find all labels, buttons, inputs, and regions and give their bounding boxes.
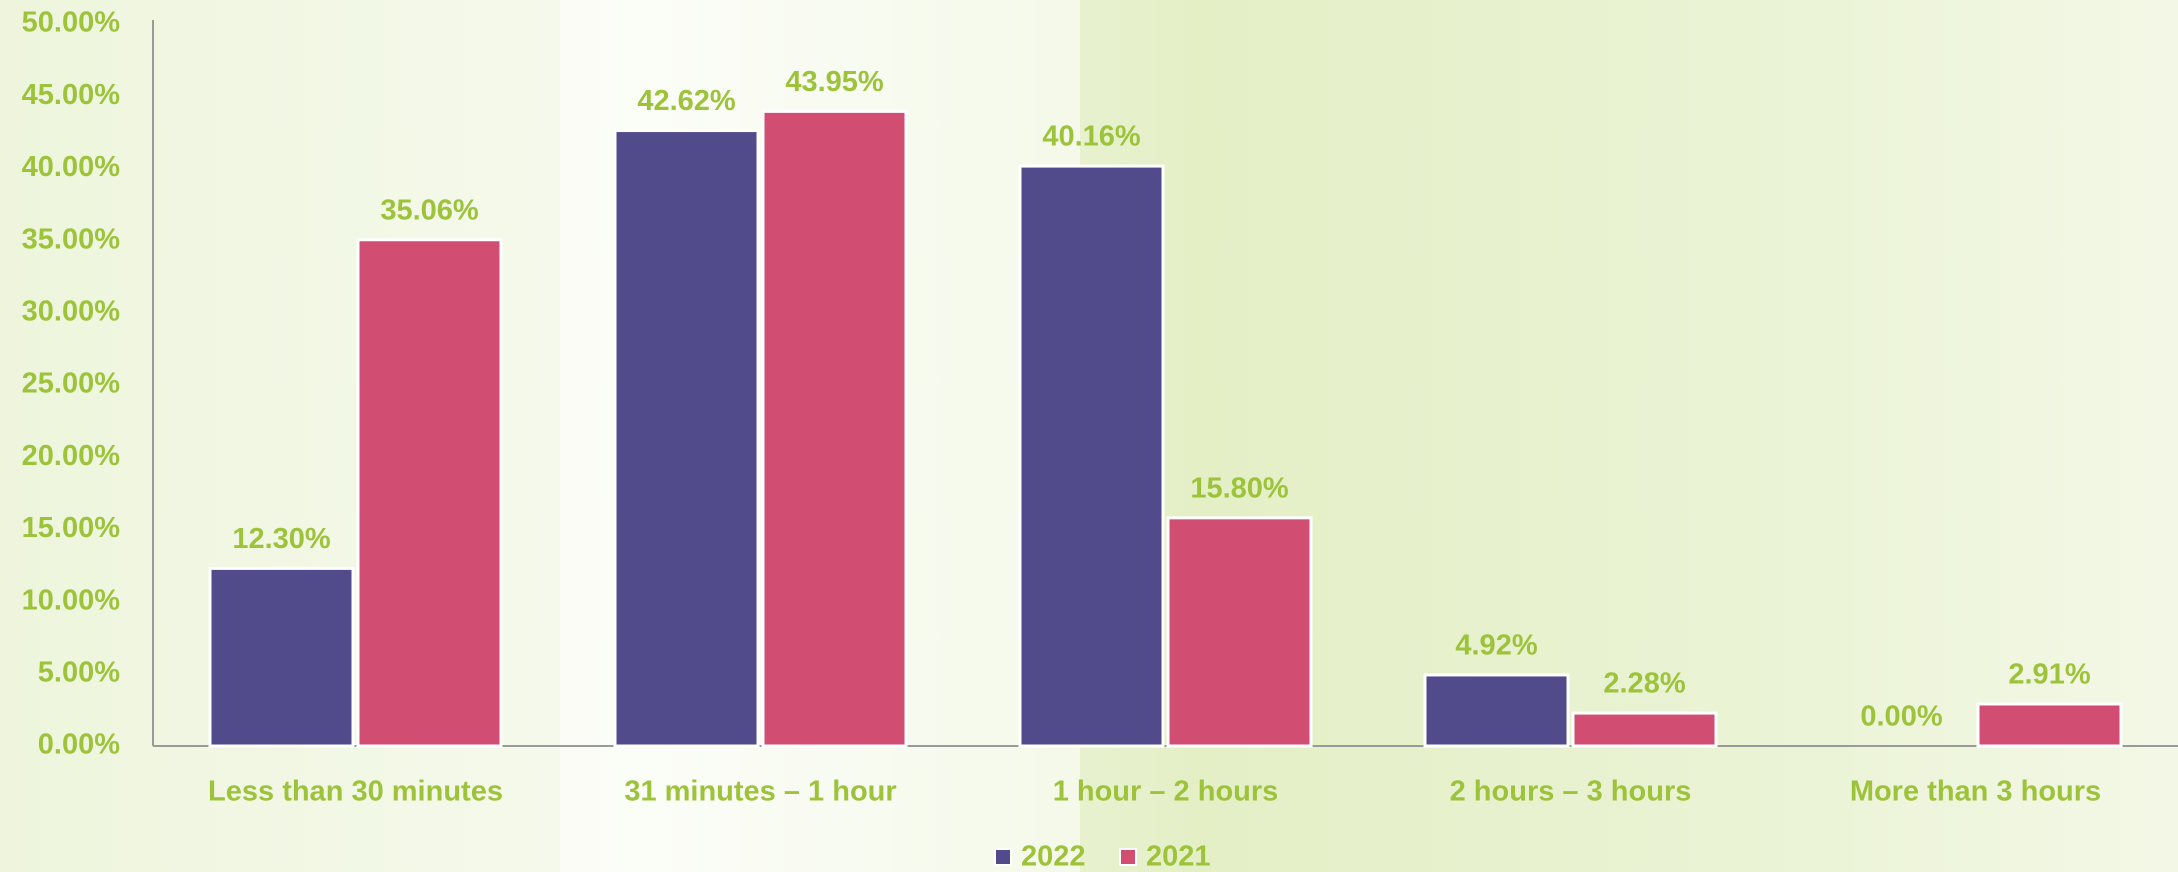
y-tick-label: 30.00% xyxy=(22,295,121,327)
x-tick-label: 31 minutes – 1 hour xyxy=(624,776,896,808)
y-tick-label: 15.00% xyxy=(22,512,121,544)
bar xyxy=(1978,704,2121,746)
y-tick-label: 35.00% xyxy=(22,223,121,255)
value-label: 12.30% xyxy=(232,523,331,555)
x-tick-label: More than 3 hours xyxy=(1850,776,2101,808)
value-label: 35.06% xyxy=(380,194,479,226)
bar xyxy=(1425,675,1568,746)
y-tick-label: 10.00% xyxy=(22,584,121,616)
value-label: 4.92% xyxy=(1455,630,1537,662)
value-label: 2.28% xyxy=(1603,668,1685,700)
y-tick-label: 5.00% xyxy=(38,656,120,688)
x-tick-label: Less than 30 minutes xyxy=(208,776,503,808)
y-tick-label: 50.00% xyxy=(22,7,121,39)
x-tick-label: 2 hours – 3 hours xyxy=(1450,776,1692,808)
bar xyxy=(763,111,906,746)
value-label: 2.91% xyxy=(2008,659,2090,691)
bar xyxy=(1573,713,1716,746)
bar xyxy=(210,568,353,746)
x-tick-label: 1 hour – 2 hours xyxy=(1053,776,1279,808)
legend-label: 2022 xyxy=(1021,841,1086,872)
legend-swatch xyxy=(995,849,1011,865)
y-tick-label: 45.00% xyxy=(22,79,121,111)
bar xyxy=(1168,518,1311,746)
value-label: 15.80% xyxy=(1190,473,1289,505)
chart: 0.00% 5.00% 10.00% 15.00% 20.00% 25.00% 30.00%… xyxy=(0,0,2178,872)
y-tick-label: 20.00% xyxy=(22,440,121,472)
bar xyxy=(615,131,758,746)
bar xyxy=(358,240,501,746)
value-label: 43.95% xyxy=(785,66,884,98)
value-label: 0.00% xyxy=(1860,701,1942,733)
legend-label: 2021 xyxy=(1146,841,1211,872)
legend-swatch xyxy=(1120,849,1136,865)
value-label: 40.16% xyxy=(1042,121,1141,153)
y-tick-label: 0.00% xyxy=(38,729,120,761)
y-tick-label: 25.00% xyxy=(22,368,121,400)
y-tick-label: 40.00% xyxy=(22,151,121,183)
value-label: 42.62% xyxy=(637,85,736,117)
bar xyxy=(1020,166,1163,746)
